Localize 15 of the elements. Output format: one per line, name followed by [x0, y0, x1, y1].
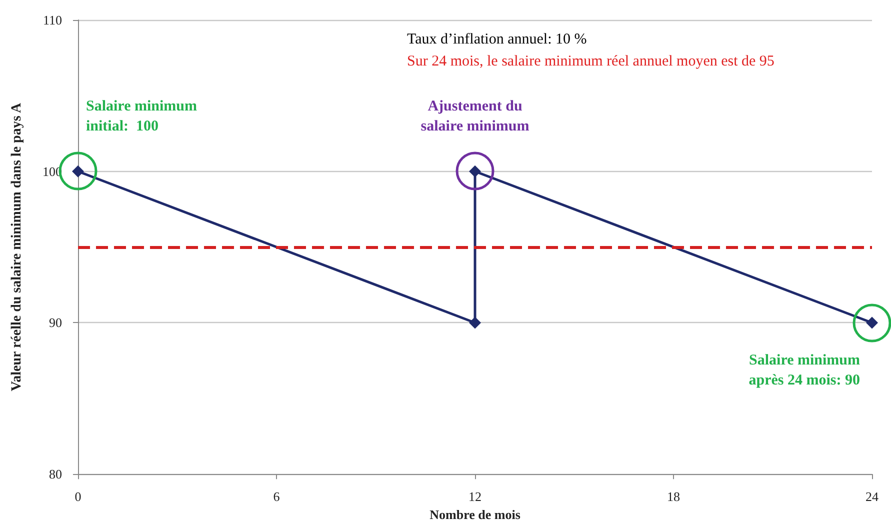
annotation: Taux d’inflation annuel: 10 %: [407, 32, 587, 48]
annotation: Ajustement du salaire minimum: [420, 98, 530, 134]
annotation: Sur 24 mois, le salaire minimum réel annuel moyen est de 95: [407, 54, 774, 70]
y-tick-label: 80: [49, 466, 62, 482]
x-axis-title: Nombre de mois: [430, 507, 520, 522]
x-tick-label: 12: [468, 489, 482, 504]
x-tick-label: 18: [667, 489, 680, 504]
x-tick-label: 6: [273, 489, 280, 504]
y-tick-label: 110: [42, 12, 62, 28]
annotation: Salaire minimum après 24 mois: 90: [748, 352, 860, 389]
y-tick-label: 90: [49, 315, 62, 330]
x-tick-label: 24: [866, 489, 879, 504]
annotation: Salaire minimum initial: 100: [86, 98, 198, 134]
x-tick-label: 0: [74, 489, 82, 504]
y-axis-title: Valeur réelle du salaire minimum dans le pays A: [10, 102, 24, 392]
